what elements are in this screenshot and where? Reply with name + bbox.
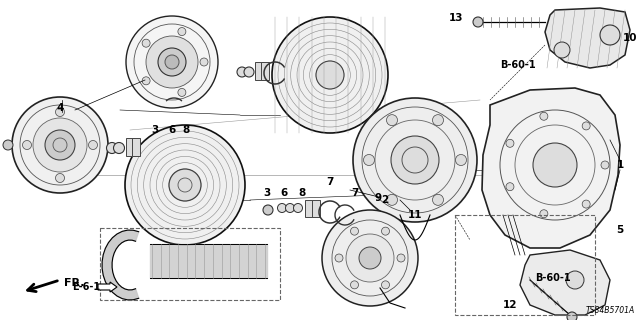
Circle shape: [12, 97, 108, 193]
Circle shape: [33, 118, 87, 172]
Circle shape: [397, 254, 405, 262]
Text: 12: 12: [503, 300, 517, 310]
Text: 7: 7: [351, 188, 358, 198]
Circle shape: [272, 17, 388, 133]
Circle shape: [506, 139, 514, 147]
Circle shape: [146, 36, 198, 88]
Bar: [255, 62, 263, 80]
Circle shape: [158, 48, 186, 76]
Circle shape: [165, 55, 179, 69]
Circle shape: [113, 142, 125, 154]
Bar: [126, 138, 134, 156]
Circle shape: [359, 247, 381, 269]
Circle shape: [582, 122, 590, 130]
Circle shape: [244, 67, 254, 77]
Polygon shape: [520, 250, 610, 315]
Circle shape: [237, 67, 247, 77]
Circle shape: [316, 61, 344, 89]
Bar: [455, 215, 595, 315]
Circle shape: [263, 205, 273, 215]
Text: 5: 5: [616, 225, 623, 235]
Circle shape: [285, 204, 294, 212]
FancyArrow shape: [98, 282, 117, 292]
Circle shape: [346, 234, 394, 282]
Circle shape: [294, 204, 303, 212]
Circle shape: [364, 155, 374, 165]
Circle shape: [88, 140, 97, 149]
Text: 8: 8: [298, 188, 306, 198]
Text: 8: 8: [182, 125, 189, 135]
Bar: [261, 62, 269, 80]
Text: 10: 10: [623, 33, 637, 43]
Text: E-6-1: E-6-1: [72, 282, 100, 292]
Text: TS84B5701A: TS84B5701A: [586, 306, 635, 315]
Circle shape: [506, 183, 514, 191]
Circle shape: [322, 210, 418, 306]
Circle shape: [381, 227, 390, 235]
Circle shape: [56, 173, 65, 182]
Text: 7: 7: [326, 177, 333, 187]
Text: 2: 2: [381, 195, 388, 205]
Text: 1: 1: [616, 160, 623, 170]
Circle shape: [533, 143, 577, 187]
Text: 6: 6: [280, 188, 287, 198]
Text: 4: 4: [56, 103, 64, 113]
Text: 3: 3: [152, 125, 159, 135]
Circle shape: [387, 194, 397, 205]
Circle shape: [45, 130, 75, 160]
Circle shape: [566, 271, 584, 289]
Circle shape: [142, 39, 150, 47]
Circle shape: [554, 42, 570, 58]
Text: B-60-1: B-60-1: [500, 60, 536, 70]
Polygon shape: [545, 8, 630, 68]
Text: 3: 3: [264, 188, 271, 198]
Circle shape: [456, 155, 467, 165]
Circle shape: [387, 115, 397, 126]
Bar: [132, 138, 140, 156]
Circle shape: [351, 281, 358, 289]
Circle shape: [351, 227, 358, 235]
Circle shape: [178, 88, 186, 96]
Text: 13: 13: [449, 13, 463, 23]
Text: 11: 11: [408, 210, 422, 220]
Circle shape: [126, 16, 218, 108]
Circle shape: [356, 229, 364, 237]
Circle shape: [335, 254, 343, 262]
Circle shape: [178, 28, 186, 36]
Circle shape: [22, 140, 31, 149]
Circle shape: [473, 17, 483, 27]
Text: FR.: FR.: [64, 278, 84, 288]
Circle shape: [56, 108, 65, 116]
Circle shape: [3, 140, 13, 150]
Polygon shape: [482, 88, 620, 248]
Circle shape: [278, 204, 287, 212]
Text: 9: 9: [374, 193, 381, 203]
Bar: [312, 200, 320, 217]
Circle shape: [582, 200, 590, 208]
Circle shape: [540, 210, 548, 218]
Circle shape: [142, 77, 150, 85]
Bar: [305, 200, 313, 217]
Circle shape: [567, 312, 577, 320]
Circle shape: [125, 125, 245, 245]
Text: B-60-1: B-60-1: [535, 273, 571, 283]
Circle shape: [600, 25, 620, 45]
Circle shape: [601, 161, 609, 169]
Circle shape: [433, 194, 444, 205]
Text: 6: 6: [168, 125, 175, 135]
Circle shape: [200, 58, 208, 66]
Circle shape: [106, 142, 118, 154]
Circle shape: [540, 112, 548, 120]
Circle shape: [433, 115, 444, 126]
Circle shape: [391, 136, 439, 184]
Circle shape: [381, 281, 390, 289]
Circle shape: [364, 236, 372, 244]
Polygon shape: [102, 230, 139, 300]
Circle shape: [353, 98, 477, 222]
Circle shape: [169, 169, 201, 201]
Bar: [100, 228, 280, 300]
